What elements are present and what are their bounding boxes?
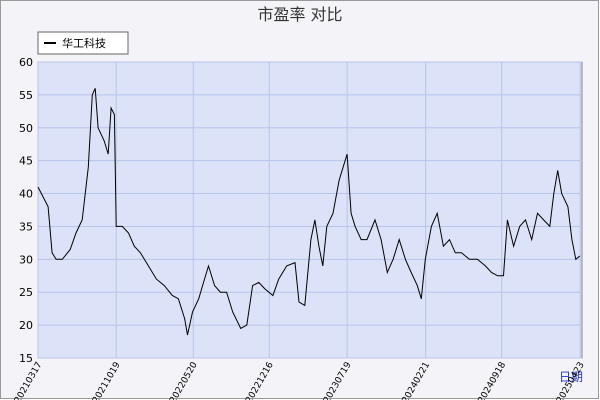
plot-area — [37, 61, 583, 359]
legend-box — [37, 31, 129, 55]
y-tick-label: 20 — [19, 319, 33, 332]
y-tick-label: 25 — [19, 286, 33, 299]
y-tick-label: 55 — [19, 89, 33, 102]
y-tick-label: 15 — [19, 352, 33, 365]
y-tick-label: 30 — [19, 253, 33, 266]
legend-label: 华工科技 — [62, 36, 106, 50]
y-tick-label: 40 — [19, 188, 33, 201]
y-tick-label: 45 — [19, 155, 33, 168]
y-tick-label: 50 — [19, 122, 33, 135]
y-tick-label: 35 — [19, 220, 33, 233]
series-line — [37, 88, 581, 336]
y-tick-label: 60 — [19, 56, 33, 69]
chart-title: 市盈率 对比 — [257, 5, 342, 24]
x-axis-label: 日期 — [559, 370, 583, 384]
